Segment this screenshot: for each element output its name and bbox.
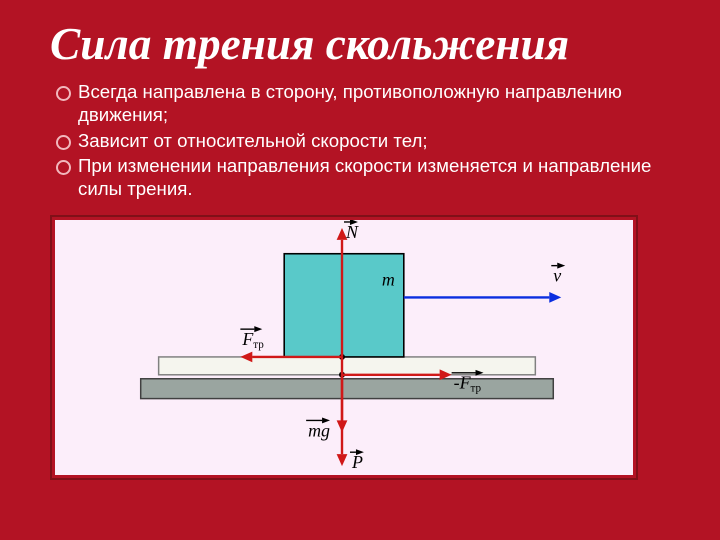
- list-item: Всегда направлена в сторону, противополо…: [56, 80, 680, 127]
- svg-text:mg: mg: [308, 420, 330, 440]
- list-item: Зависит от относительной скорости тел;: [56, 129, 680, 152]
- bullet-text: Зависит от относительной скорости тел;: [78, 130, 428, 151]
- bullet-text: При изменении направления скорости измен…: [78, 155, 651, 199]
- svg-text:P: P: [351, 452, 363, 472]
- page-title: Сила трения скольжения: [50, 18, 680, 70]
- svg-text:N: N: [345, 222, 359, 242]
- bullet-list: Всегда направлена в сторону, противополо…: [50, 80, 680, 201]
- slide: Сила трения скольжения Всегда направлена…: [0, 0, 720, 540]
- list-item: При изменении направления скорости измен…: [56, 154, 680, 201]
- svg-text:m: m: [382, 269, 395, 289]
- diagram-frame: mNFтр-FтрmgPv: [50, 215, 638, 480]
- bullet-text: Всегда направлена в сторону, противополо…: [78, 81, 622, 125]
- diagram-canvas: mNFтр-FтрmgPv: [55, 220, 633, 475]
- svg-text:v: v: [553, 265, 561, 285]
- force-diagram: mNFтр-FтрmgPv: [55, 220, 633, 475]
